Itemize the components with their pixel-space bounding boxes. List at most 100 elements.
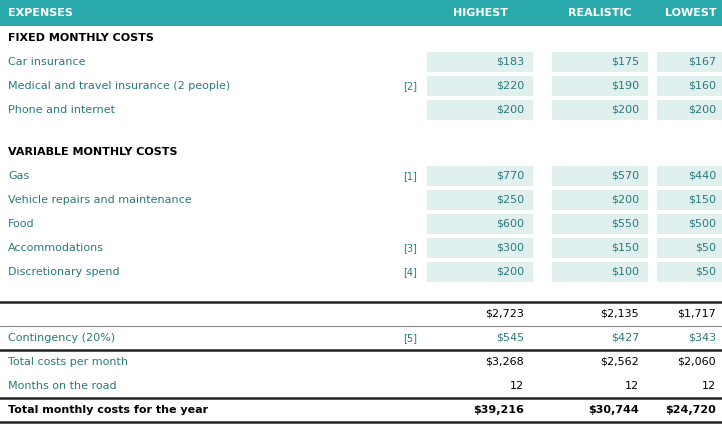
Text: Months on the road: Months on the road bbox=[8, 381, 117, 391]
Text: [1]: [1] bbox=[403, 171, 417, 181]
Text: $545: $545 bbox=[496, 333, 524, 343]
Bar bbox=[0, 284, 722, 302]
Bar bbox=[657, 214, 722, 234]
Text: $39,216: $39,216 bbox=[473, 405, 524, 415]
Text: Contingency (20%): Contingency (20%) bbox=[8, 333, 115, 343]
Text: $770: $770 bbox=[496, 171, 524, 181]
Bar bbox=[427, 262, 533, 282]
Text: $600: $600 bbox=[496, 219, 524, 229]
Bar bbox=[657, 262, 722, 282]
Text: VARIABLE MONTHLY COSTS: VARIABLE MONTHLY COSTS bbox=[8, 147, 178, 157]
Text: $200: $200 bbox=[611, 105, 639, 115]
Text: $50: $50 bbox=[695, 267, 716, 277]
Bar bbox=[657, 52, 722, 72]
Text: 12: 12 bbox=[625, 381, 639, 391]
Bar bbox=[427, 214, 533, 234]
Text: $500: $500 bbox=[688, 219, 716, 229]
Text: Discretionary spend: Discretionary spend bbox=[8, 267, 120, 277]
Bar bbox=[552, 214, 648, 234]
Text: $343: $343 bbox=[688, 333, 716, 343]
Bar bbox=[552, 100, 648, 120]
Text: $200: $200 bbox=[688, 105, 716, 115]
Bar bbox=[427, 52, 533, 72]
Text: $150: $150 bbox=[688, 195, 716, 205]
Text: $160: $160 bbox=[688, 81, 716, 91]
Text: $2,060: $2,060 bbox=[677, 357, 716, 367]
Text: $175: $175 bbox=[611, 57, 639, 67]
Bar bbox=[0, 350, 722, 374]
Text: $150: $150 bbox=[611, 243, 639, 253]
Text: FIXED MONTHLY COSTS: FIXED MONTHLY COSTS bbox=[8, 33, 154, 43]
Bar bbox=[0, 50, 722, 74]
Bar bbox=[0, 326, 722, 350]
Text: $1,717: $1,717 bbox=[677, 309, 716, 319]
Text: 12: 12 bbox=[510, 381, 524, 391]
Bar bbox=[0, 302, 722, 326]
Bar bbox=[427, 190, 533, 210]
Text: $200: $200 bbox=[611, 195, 639, 205]
Text: $2,562: $2,562 bbox=[600, 357, 639, 367]
Text: $440: $440 bbox=[688, 171, 716, 181]
Text: $250: $250 bbox=[496, 195, 524, 205]
Text: $24,720: $24,720 bbox=[665, 405, 716, 415]
Text: [5]: [5] bbox=[403, 333, 417, 343]
Text: $550: $550 bbox=[611, 219, 639, 229]
Text: Medical and travel insurance (2 people): Medical and travel insurance (2 people) bbox=[8, 81, 230, 91]
Bar bbox=[427, 100, 533, 120]
Bar bbox=[0, 164, 722, 188]
Text: Gas: Gas bbox=[8, 171, 30, 181]
Bar bbox=[552, 166, 648, 186]
Bar bbox=[0, 236, 722, 260]
Bar bbox=[552, 190, 648, 210]
Bar bbox=[657, 166, 722, 186]
Text: $570: $570 bbox=[611, 171, 639, 181]
Text: $190: $190 bbox=[611, 81, 639, 91]
Text: $183: $183 bbox=[496, 57, 524, 67]
Text: Accommodations: Accommodations bbox=[8, 243, 104, 253]
Bar bbox=[427, 76, 533, 96]
Text: $2,723: $2,723 bbox=[485, 309, 524, 319]
Bar bbox=[0, 398, 722, 422]
Text: REALISTIC: REALISTIC bbox=[568, 8, 632, 18]
Text: $427: $427 bbox=[611, 333, 639, 343]
Text: $30,744: $30,744 bbox=[588, 405, 639, 415]
Bar bbox=[0, 260, 722, 284]
Text: $3,268: $3,268 bbox=[485, 357, 524, 367]
Text: Total costs per month: Total costs per month bbox=[8, 357, 128, 367]
Bar bbox=[0, 140, 722, 164]
Text: $300: $300 bbox=[496, 243, 524, 253]
Text: $2,135: $2,135 bbox=[601, 309, 639, 319]
Bar bbox=[0, 122, 722, 140]
Bar bbox=[427, 238, 533, 258]
Text: LOWEST: LOWEST bbox=[665, 8, 717, 18]
Text: $50: $50 bbox=[695, 243, 716, 253]
Bar bbox=[0, 0, 722, 26]
Bar bbox=[552, 238, 648, 258]
Bar bbox=[0, 212, 722, 236]
Text: Car insurance: Car insurance bbox=[8, 57, 85, 67]
Bar bbox=[0, 26, 722, 50]
Bar bbox=[552, 262, 648, 282]
Text: HIGHEST: HIGHEST bbox=[453, 8, 508, 18]
Text: $220: $220 bbox=[496, 81, 524, 91]
Text: Total monthly costs for the year: Total monthly costs for the year bbox=[8, 405, 208, 415]
Text: $167: $167 bbox=[688, 57, 716, 67]
Bar bbox=[0, 374, 722, 398]
Bar bbox=[552, 76, 648, 96]
Bar bbox=[657, 190, 722, 210]
Text: EXPENSES: EXPENSES bbox=[8, 8, 73, 18]
Text: Vehicle repairs and maintenance: Vehicle repairs and maintenance bbox=[8, 195, 191, 205]
Bar bbox=[0, 188, 722, 212]
Text: [2]: [2] bbox=[403, 81, 417, 91]
Bar bbox=[657, 238, 722, 258]
Bar bbox=[427, 166, 533, 186]
Text: Food: Food bbox=[8, 219, 35, 229]
Text: 12: 12 bbox=[702, 381, 716, 391]
Text: $200: $200 bbox=[496, 105, 524, 115]
Bar bbox=[657, 100, 722, 120]
Bar bbox=[0, 98, 722, 122]
Text: Phone and internet: Phone and internet bbox=[8, 105, 115, 115]
Text: $100: $100 bbox=[611, 267, 639, 277]
Bar bbox=[0, 74, 722, 98]
Text: [3]: [3] bbox=[403, 243, 417, 253]
